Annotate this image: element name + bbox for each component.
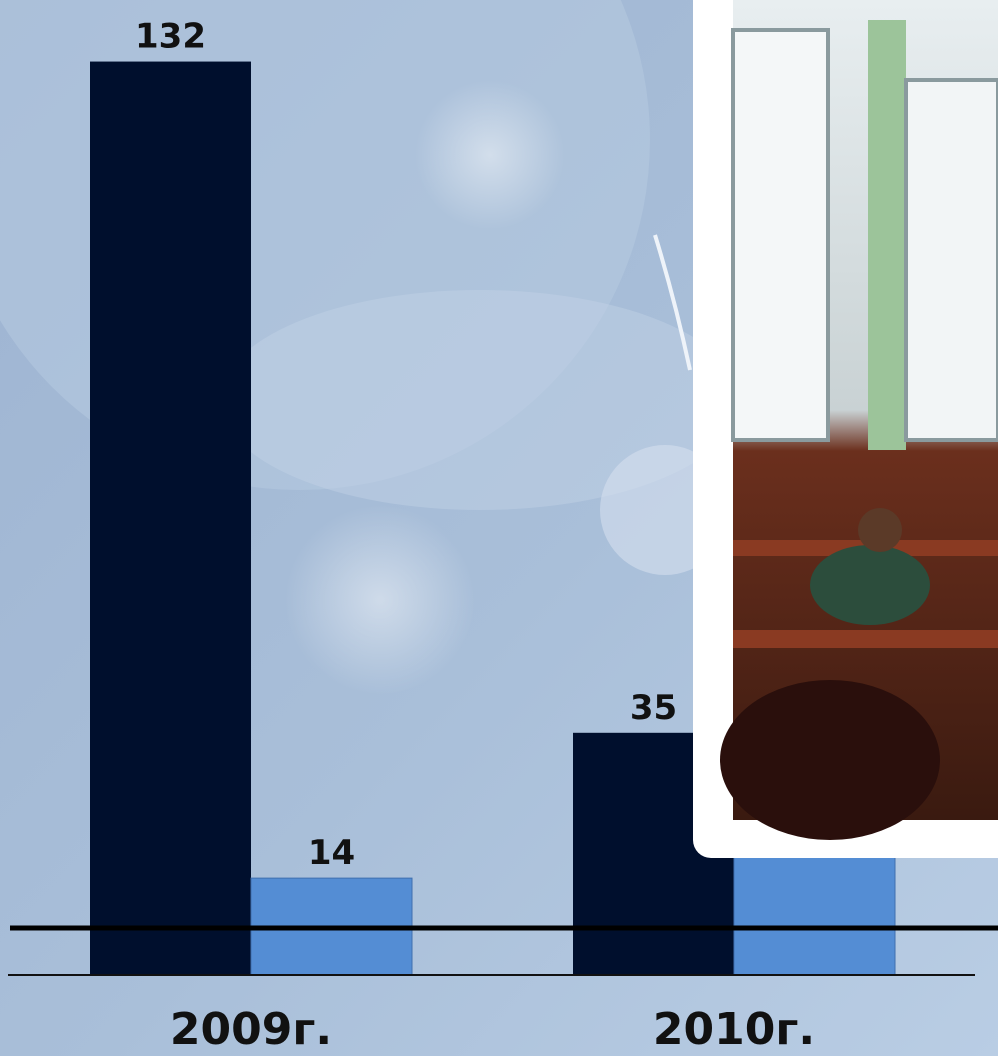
photo-person: [858, 508, 902, 552]
photo-person: [720, 680, 940, 840]
decor-arc: [653, 234, 692, 371]
bokeh: [285, 505, 475, 695]
bar: [733, 836, 896, 976]
bar: [90, 61, 251, 976]
photo-window: [731, 28, 830, 442]
x-tick-label: 2010г.: [653, 1004, 815, 1055]
x-tick-label: 2009г.: [170, 1004, 332, 1055]
value-label: 14: [308, 833, 355, 873]
photo-window: [904, 78, 998, 442]
photo-desk: [733, 630, 998, 648]
photo-card: [693, 0, 998, 858]
value-label: 35: [630, 688, 677, 728]
value-label: 132: [135, 17, 206, 57]
photo-column: [868, 20, 906, 450]
bokeh: [220, 290, 740, 510]
bokeh: [415, 80, 565, 230]
photo-person: [810, 545, 930, 625]
